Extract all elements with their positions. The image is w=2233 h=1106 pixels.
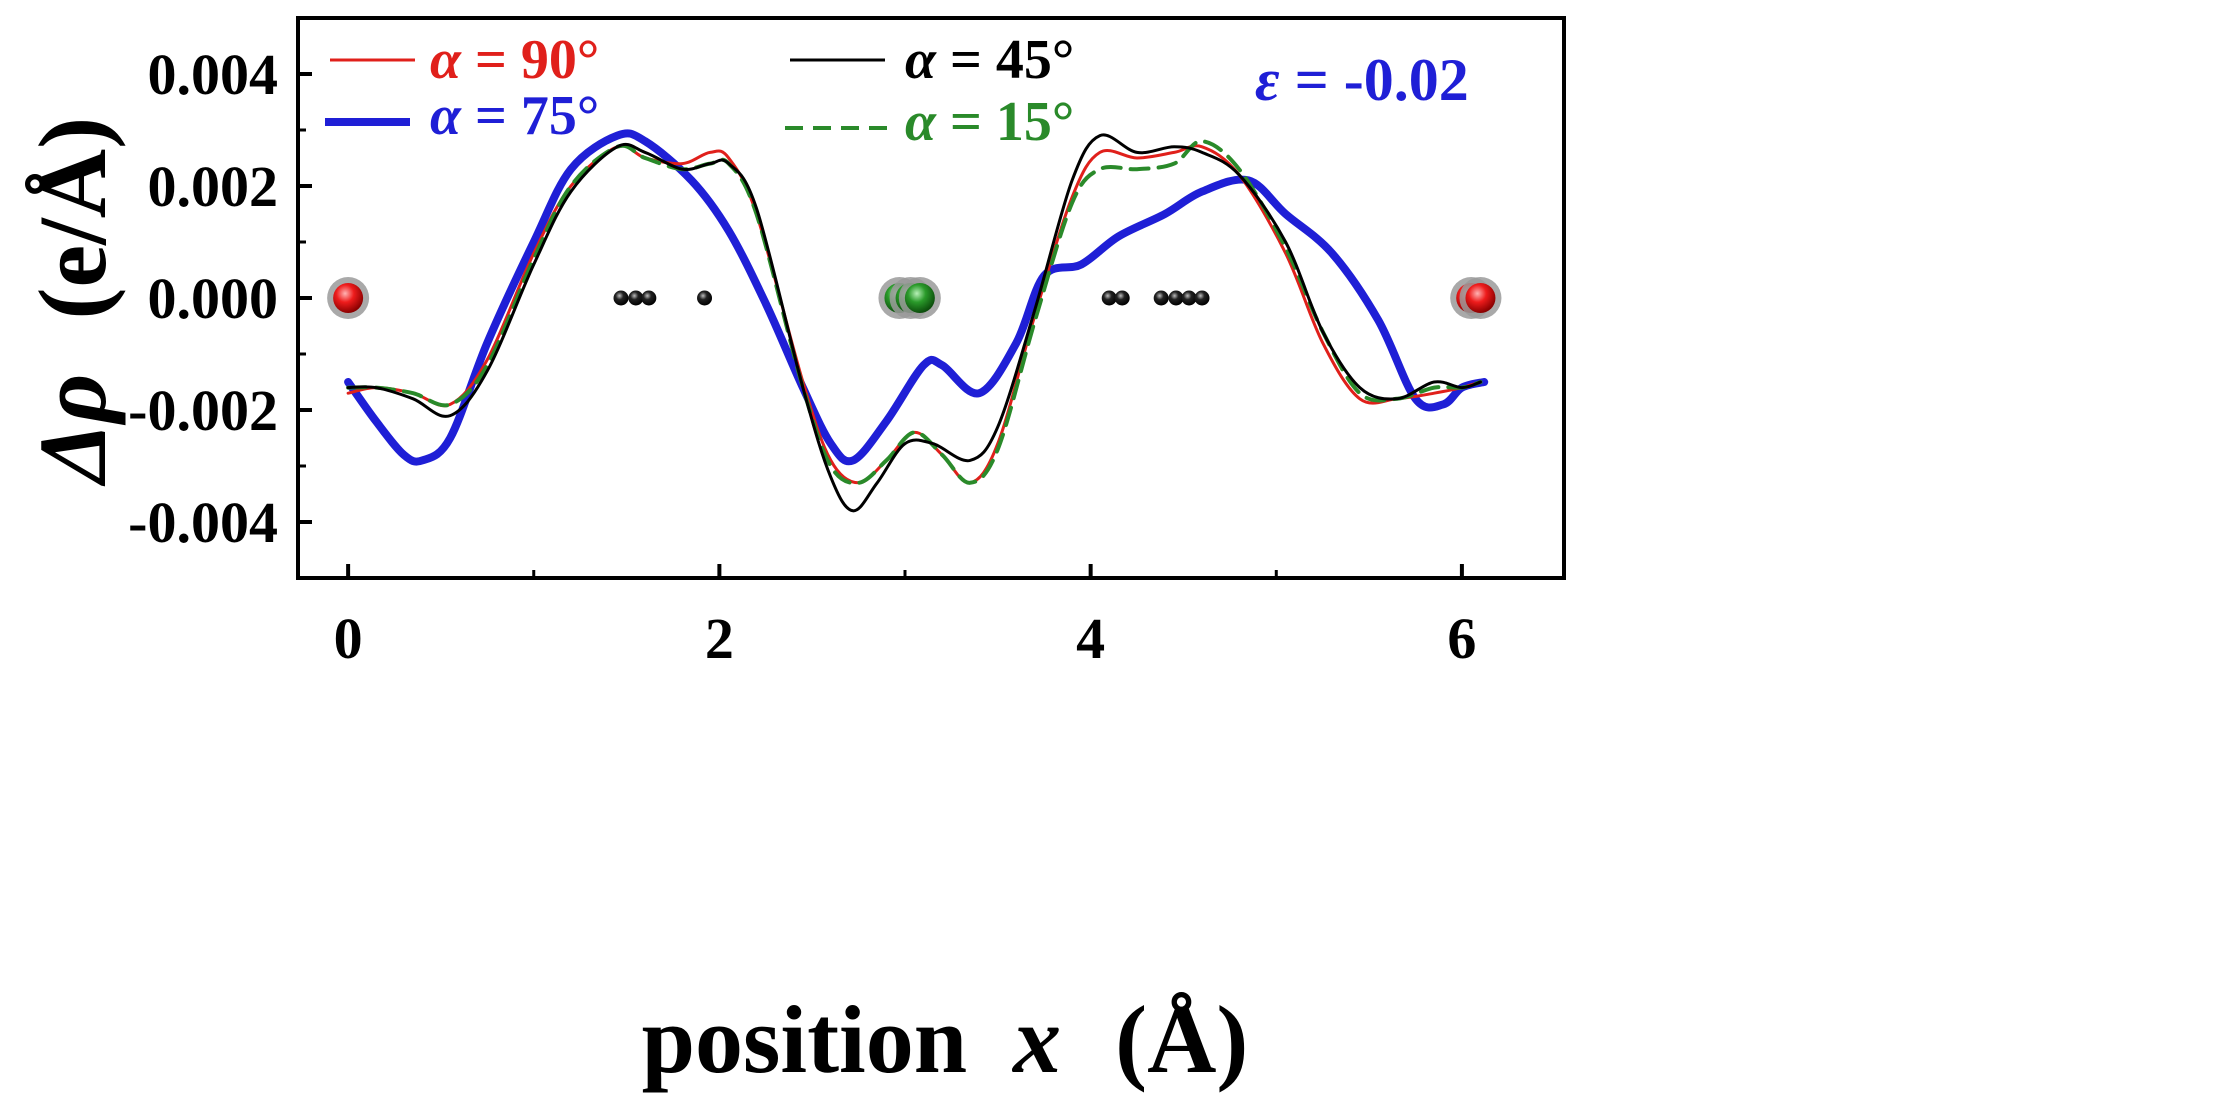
carbon-atom <box>628 290 644 306</box>
y-tick-labels: 0.004 0.002 0.000 -0.002 -0.004 <box>128 42 278 555</box>
y-tick-label: 0.000 <box>148 266 279 331</box>
carbon-atom <box>1194 290 1210 306</box>
oxygen-atom <box>1465 283 1496 313</box>
x-tick-label: 2 <box>705 606 734 671</box>
carbon-atom <box>641 290 657 306</box>
series-lines <box>344 129 1489 513</box>
y-axis-title: Δρ (e/Å) <box>19 117 126 487</box>
legend-label-90: α = 90° <box>430 29 599 91</box>
x-tick-label: 0 <box>334 606 363 671</box>
carbon-atom <box>1181 290 1197 306</box>
carbon-atom <box>1153 290 1169 306</box>
legend: α = 90° α = 75° α = 45° α = 15° <box>325 29 1074 153</box>
legend-label-15: α = 15° <box>905 91 1074 153</box>
metal-atom <box>904 283 935 313</box>
y-tick-label: 0.002 <box>148 154 279 219</box>
x-tick-label: 4 <box>1076 606 1105 671</box>
series-line-45 <box>346 133 1482 513</box>
series-line-15 <box>346 139 1483 485</box>
carbon-atom <box>1168 290 1184 306</box>
axis-ticks <box>298 72 1464 578</box>
y-axis-symbol: Δρ <box>19 373 126 487</box>
y-tick-label: -0.004 <box>128 490 278 555</box>
strain-annotation: ε = -0.02 <box>1255 47 1469 113</box>
x-axis-var: x <box>1011 986 1061 1093</box>
carbon-atom <box>613 290 629 306</box>
x-axis-unit: (Å) <box>1115 986 1248 1093</box>
y-axis-unit: (e/Å) <box>19 117 126 320</box>
x-axis-main: position <box>642 986 967 1093</box>
x-tick-label: 6 <box>1447 606 1476 671</box>
atom-markers <box>327 277 1502 319</box>
carbon-atom <box>1101 290 1117 306</box>
legend-label-45: α = 45° <box>905 29 1074 91</box>
oxygen-atom <box>333 283 364 313</box>
series-line-75 <box>344 129 1489 466</box>
svg-text:Δρ (e/Å): Δρ (e/Å) <box>19 117 126 487</box>
y-tick-label: -0.002 <box>128 378 278 443</box>
carbon-atom <box>697 290 713 306</box>
legend-label-75: α = 75° <box>430 85 599 147</box>
carbon-atom <box>1114 290 1130 306</box>
y-tick-label: 0.004 <box>148 42 279 107</box>
x-tick-labels: 0 2 4 6 <box>334 606 1477 671</box>
x-axis-title: position x (Å) <box>642 986 1249 1093</box>
